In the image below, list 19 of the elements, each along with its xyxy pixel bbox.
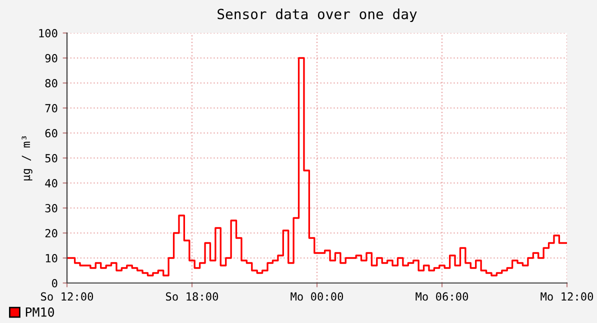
- y-tick-label: 100: [39, 29, 58, 38]
- y-tick-label: 80: [45, 79, 58, 88]
- y-axis-title: µg / m³: [22, 136, 32, 180]
- chart-title: Sensor data over one day: [218, 8, 417, 22]
- y-tick-label: 60: [45, 129, 58, 138]
- legend-label: PM10: [26, 307, 54, 317]
- y-tick-label: 70: [45, 104, 58, 112]
- x-tick-label: So 12:00: [40, 292, 94, 301]
- y-tick-label: 10: [46, 254, 58, 262]
- y-tick-label: 20: [45, 229, 58, 238]
- x-tick-label: So 18:00: [166, 292, 218, 301]
- y-tick-label: 50: [45, 154, 58, 162]
- x-tick-label: Mo 06:00: [416, 292, 468, 301]
- x-tick-label: Mo 12:00: [540, 292, 594, 301]
- y-tick-label: 0: [52, 279, 58, 288]
- x-tick-label: Mo 00:00: [290, 292, 344, 301]
- y-tick-label: 90: [45, 54, 58, 62]
- y-tick-label: 30: [45, 204, 58, 212]
- y-tick-label: 40: [45, 179, 58, 188]
